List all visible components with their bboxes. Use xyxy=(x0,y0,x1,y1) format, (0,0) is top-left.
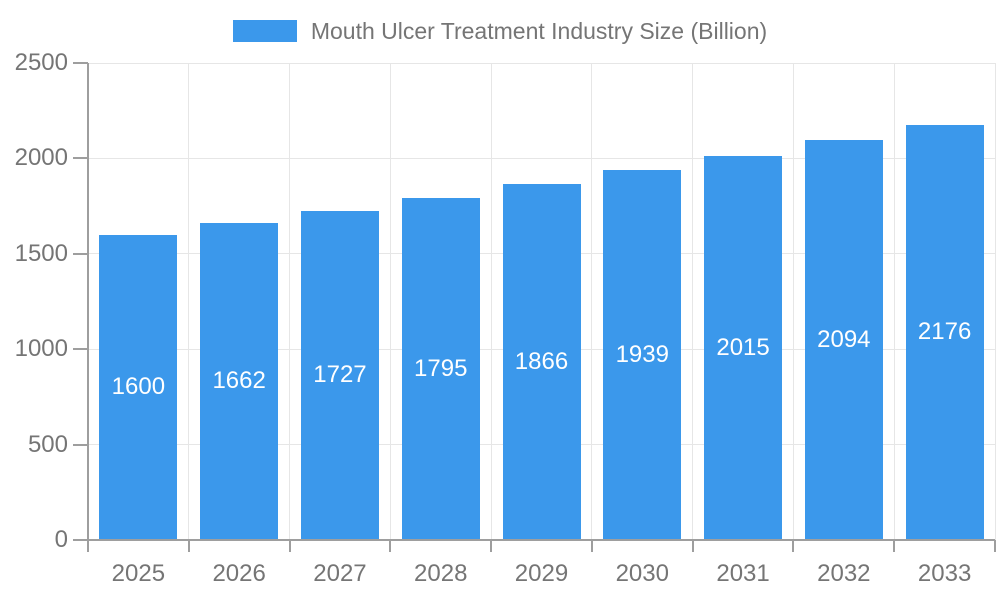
x-axis-line xyxy=(73,539,995,541)
x-tick-label: 2027 xyxy=(313,560,367,587)
x-axis-tick xyxy=(590,540,593,552)
y-tick-label: 500 xyxy=(27,430,68,458)
bar xyxy=(603,170,682,540)
y-axis-tick xyxy=(73,348,88,351)
bar-value-label: 2094 xyxy=(817,326,871,354)
bar xyxy=(502,183,581,540)
bar-value-label: 2015 xyxy=(716,333,770,361)
bar-value-label: 1600 xyxy=(111,373,166,401)
x-axis-tick xyxy=(187,540,190,552)
x-axis-tick xyxy=(994,540,996,552)
x-axis-tick xyxy=(490,540,493,552)
x-gridline xyxy=(289,63,291,540)
x-axis-tick xyxy=(288,540,291,552)
x-axis-tick xyxy=(389,540,392,552)
x-tick-label: 2031 xyxy=(716,560,770,587)
bar-value-label: 1662 xyxy=(212,367,266,395)
legend[interactable]: Mouth Ulcer Treatment Industry Size (Bil… xyxy=(0,16,1000,46)
y-gridline xyxy=(88,157,995,159)
x-tick-label: 2028 xyxy=(414,560,468,587)
y-axis-line xyxy=(87,63,89,552)
y-axis-tick xyxy=(73,62,88,64)
x-tick-label: 2025 xyxy=(111,560,166,587)
x-axis-tick xyxy=(792,540,795,552)
x-gridline xyxy=(692,63,694,540)
y-axis-tick xyxy=(73,443,88,446)
y-tick-label: 2000 xyxy=(14,144,68,172)
x-tick-label: 2026 xyxy=(212,560,266,587)
x-gridline xyxy=(994,63,996,540)
bar xyxy=(905,124,984,540)
bar xyxy=(300,210,379,540)
bar xyxy=(704,155,783,540)
y-tick-label: 1000 xyxy=(14,335,68,363)
x-tick-label: 2033 xyxy=(917,560,972,587)
bar xyxy=(804,140,883,540)
legend-swatch[interactable] xyxy=(232,20,297,42)
x-tick-label: 2029 xyxy=(514,560,569,587)
bar-value-label: 1795 xyxy=(414,354,468,382)
plot-area: 1600 1662 1727 1795 1866 1939 2015 2094 2176 xyxy=(88,62,996,540)
x-gridline xyxy=(389,63,391,540)
x-gridline xyxy=(490,63,492,540)
bar xyxy=(200,222,279,540)
x-axis-tick xyxy=(893,540,896,552)
x-gridline xyxy=(188,63,190,540)
x-gridline xyxy=(893,63,895,540)
bar-value-label: 2176 xyxy=(917,318,972,346)
y-tick-label: 2500 xyxy=(14,49,68,76)
x-tick-label: 2030 xyxy=(615,560,669,587)
y-tick-label: 1500 xyxy=(14,239,68,267)
bar-value-label: 1939 xyxy=(615,341,669,369)
bar xyxy=(99,234,178,540)
y-axis-tick xyxy=(73,157,88,160)
bar-value-label: 1866 xyxy=(514,347,569,375)
bar xyxy=(401,197,480,540)
y-axis-tick xyxy=(73,252,88,255)
y-tick-label: 0 xyxy=(54,526,68,553)
x-tick-label: 2032 xyxy=(817,560,871,587)
x-gridline xyxy=(792,63,794,540)
bar-value-label: 1727 xyxy=(313,361,367,389)
x-gridline xyxy=(591,63,593,540)
x-axis-tick xyxy=(691,540,694,552)
y-gridline xyxy=(88,62,995,64)
legend-label[interactable]: Mouth Ulcer Treatment Industry Size (Bil… xyxy=(310,17,768,44)
